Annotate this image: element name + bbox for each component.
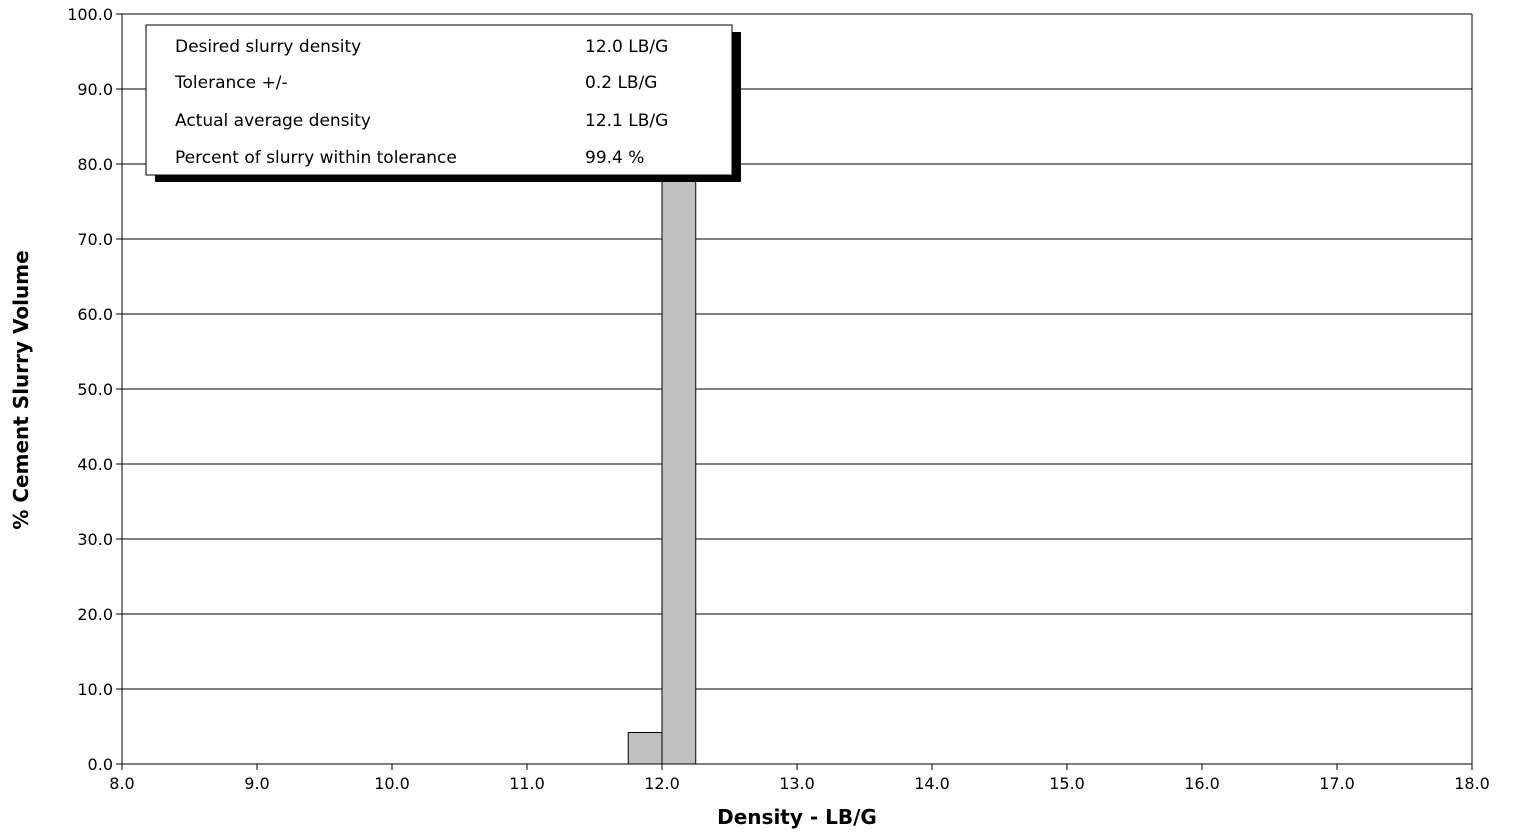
info-box: Desired slurry density 12.0 LB/G Toleran… <box>145 24 741 182</box>
y-tick-label: 30.0 <box>77 530 113 549</box>
info-value-actual-density: 12.1 LB/G <box>585 111 668 131</box>
x-tick-label: 14.0 <box>914 774 950 793</box>
info-value-within-tolerance: 99.4 % <box>585 148 644 168</box>
x-tick-label: 9.0 <box>244 774 269 793</box>
y-tick-label: 100.0 <box>67 5 113 24</box>
x-axis-title: Density - LB/G <box>717 805 877 829</box>
histogram-bar <box>627 732 663 765</box>
y-tick-label: 40.0 <box>77 455 113 474</box>
y-axis-title: % Cement Slurry Volume <box>9 250 33 529</box>
y-tick-label: 60.0 <box>77 305 113 324</box>
x-tick-label: 15.0 <box>1049 774 1085 793</box>
info-label-desired-density: Desired slurry density <box>175 37 361 57</box>
x-tick-label: 11.0 <box>509 774 545 793</box>
y-tick-label: 50.0 <box>77 380 113 399</box>
y-tick-label: 0.0 <box>88 755 113 774</box>
x-tick-label: 18.0 <box>1454 774 1490 793</box>
x-tick-label: 8.0 <box>109 774 134 793</box>
info-label-actual-density: Actual average density <box>175 111 371 131</box>
y-tick-label: 70.0 <box>77 230 113 249</box>
x-tick-label: 13.0 <box>779 774 815 793</box>
x-tick-label: 12.0 <box>644 774 680 793</box>
y-tick-label: 80.0 <box>77 155 113 174</box>
info-label-within-tolerance: Percent of slurry within tolerance <box>175 148 457 168</box>
axes <box>116 13 1473 770</box>
y-tick-label: 20.0 <box>77 605 113 624</box>
x-tick-label: 17.0 <box>1319 774 1355 793</box>
x-tick-label: 16.0 <box>1184 774 1220 793</box>
info-value-desired-density: 12.0 LB/G <box>585 37 668 57</box>
grid-lines <box>122 13 1472 690</box>
info-label-tolerance: Tolerance +/- <box>174 73 288 93</box>
y-tick-label: 90.0 <box>77 80 113 99</box>
info-box-panel <box>145 24 733 176</box>
y-tick-label: 10.0 <box>77 680 113 699</box>
info-value-tolerance: 0.2 LB/G <box>585 73 657 93</box>
tick-labels: 0.0 10.0 20.0 30.0 40.0 50.0 60.0 70.0 80.0 90.0 1… <box>67 5 1490 793</box>
x-tick-label: 10.0 <box>374 774 410 793</box>
